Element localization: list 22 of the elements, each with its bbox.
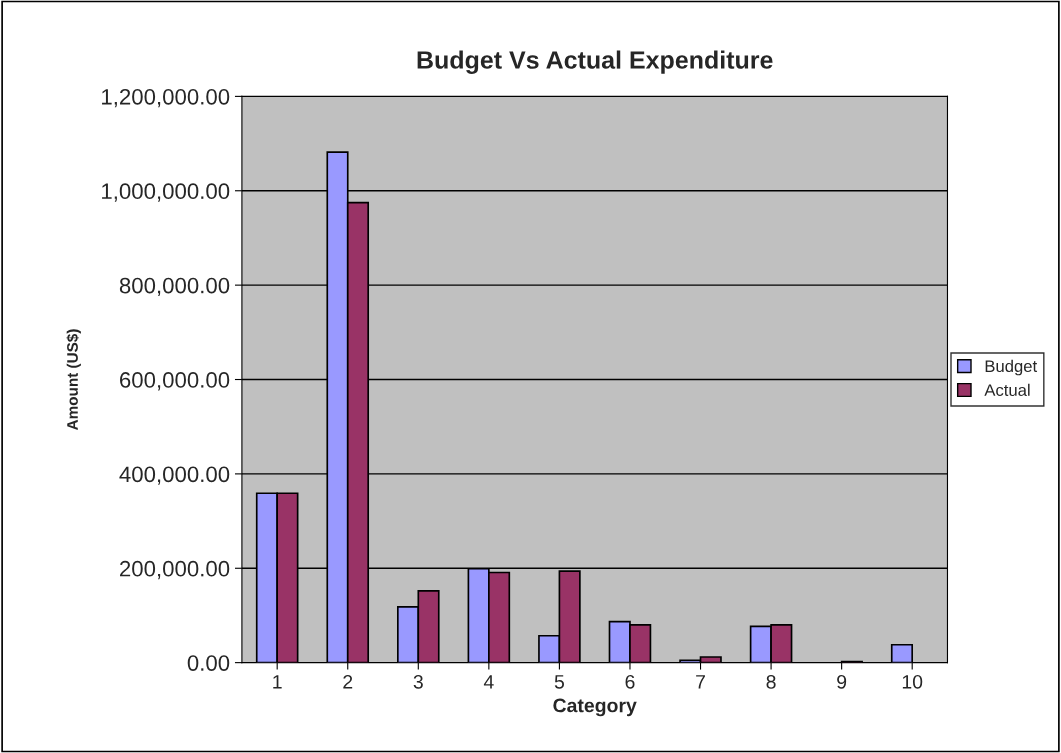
y-axis-title: Amount (US$) (66, 329, 81, 431)
legend-label: Budget (985, 359, 1038, 376)
x-tick-label: 10 (902, 674, 923, 689)
x-tick-label: 3 (413, 674, 423, 689)
x-tick-label: 5 (554, 675, 564, 689)
x-tick-label: 6 (625, 674, 635, 689)
y-tick-label: 600,000.00 (120, 372, 230, 391)
x-tick-label: 4 (483, 675, 494, 689)
y-tick-label: 0.00 (187, 655, 230, 671)
y-tick-label: 800,000.00 (119, 277, 230, 297)
x-tick-label: 7 (696, 675, 705, 689)
x-tick-label: 1 (273, 675, 282, 689)
x-axis-title: Category (553, 698, 637, 717)
y-tick-label: 400,000.00 (119, 466, 230, 485)
x-tick-label: 2 (343, 674, 353, 689)
x-tick-label: 9 (837, 674, 847, 689)
chart-title: Budget Vs Actual Expenditure (417, 50, 773, 74)
y-tick-label: 1,200,000.00 (102, 88, 230, 108)
legend-label: Actual (984, 383, 1030, 397)
y-tick-label: 200,000.00 (120, 560, 230, 580)
x-tick-label: 8 (766, 674, 776, 689)
y-tick-label: 1,000,000.00 (102, 183, 230, 202)
